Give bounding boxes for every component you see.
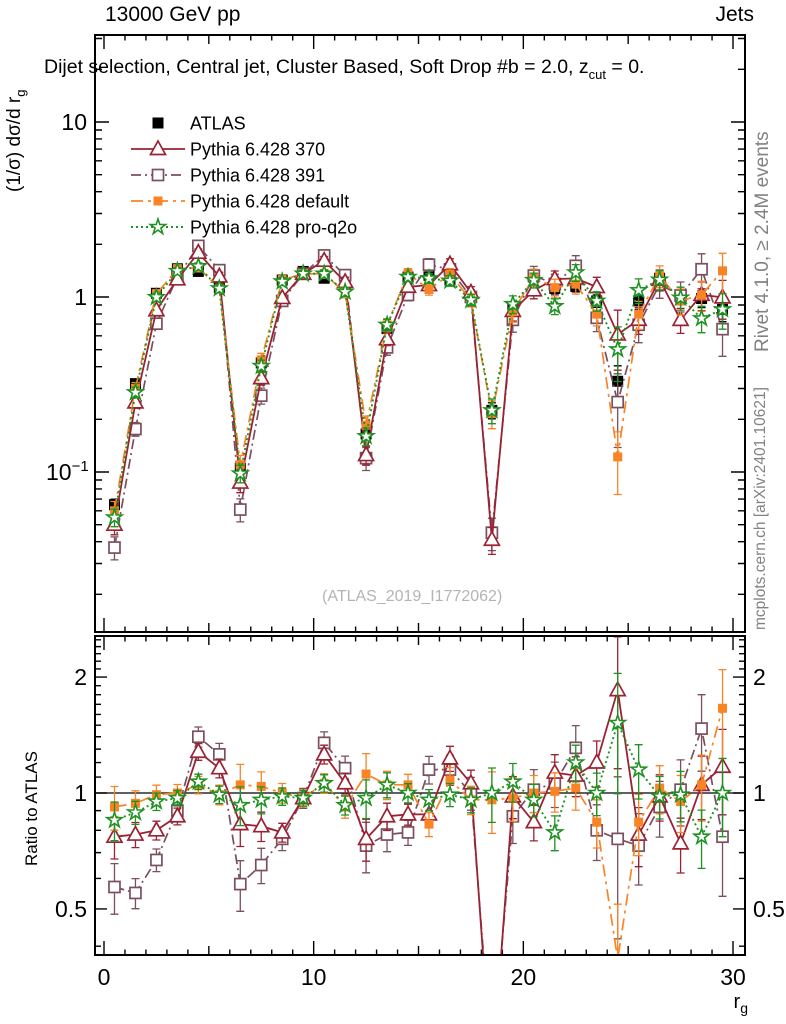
plot-title-end: = 0. [605, 56, 645, 78]
y-axis-label-main: (1/σ) dσ/d rg [4, 89, 28, 193]
plot-title-subscript: cut [588, 67, 606, 82]
y-axis-label-subscript: g [13, 89, 28, 97]
legend-item: Pythia 6.428 default [131, 192, 349, 212]
legend-item-label: Pythia 6.428 391 [190, 166, 325, 186]
series-pythia-6-428-370-ratio [105, 637, 732, 954]
y-tick-label-ratio-left: 2 [74, 664, 87, 690]
y-axis-label-ratio: Ratio to ATLAS [22, 751, 41, 866]
y-tick-label-ratio-left: 0.5 [55, 896, 87, 922]
legend-item-label: ATLAS [190, 114, 246, 134]
x-tick-label: 0 [98, 964, 111, 990]
y-tick-label-main: 10 [61, 109, 87, 135]
series-pythia-6-428-pro-q2o-ratio [104, 672, 733, 870]
series-pythia-6-428-pro-q2o-main [104, 255, 733, 528]
y-tick-label-main: 1 [74, 284, 87, 310]
legend-item: Pythia 6.428 391 [131, 166, 325, 186]
rivet-version-label: Rivet 4.1.0, ≥ 2.4M events [752, 131, 773, 352]
main-panel-frame [94, 34, 746, 633]
mcplots-reference-label: mcplots.cern.ch [arXiv:2401.10621] [752, 387, 769, 630]
x-axis-label: rg [734, 991, 748, 1016]
plot-title: Dijet selection, Central jet, Cluster Ba… [44, 56, 644, 82]
legend-item: Pythia 6.428 370 [131, 139, 325, 160]
x-tick-label: 10 [301, 964, 327, 990]
ratio-panel-frame [94, 635, 746, 956]
x-tick-label: 30 [720, 964, 746, 990]
series-pythia-6-428-default-ratio [109, 668, 728, 954]
plot-title-text: Dijet selection, Central jet, Cluster Ba… [44, 56, 589, 78]
process-label: Jets [715, 3, 754, 26]
y-tick-label-ratio-right: 1 [753, 780, 766, 806]
legend-item: Pythia 6.428 pro-q2o [131, 216, 357, 238]
axis-tick-labels: 0 10 20 30 10 1 10−1 2 2 1 1 0.5 0.5 rg [46, 109, 785, 1016]
x-tick-label: 20 [511, 964, 537, 990]
y-tick-label-ratio-right: 2 [753, 664, 766, 690]
y-tick-label-ratio-left: 1 [74, 780, 87, 806]
legend-item-label: Pythia 6.428 370 [190, 140, 325, 160]
legend: ATLAS Pythia 6.428 370 Pythia 6.428 391 Pyt… [131, 114, 357, 238]
axis-ticks [95, 35, 745, 955]
legend-item-label: Pythia 6.428 pro-q2o [190, 218, 357, 238]
analysis-id-watermark: (ATLAS_2019_I1772062) [322, 588, 503, 605]
y-tick-label-ratio-right: 0.5 [753, 896, 785, 922]
beam-energy-label: 13000 GeV pp [105, 3, 241, 26]
legend-item-label: Pythia 6.428 default [190, 192, 349, 212]
legend-item: ATLAS [152, 114, 246, 134]
y-tick-label-main: 10−1 [46, 458, 89, 485]
